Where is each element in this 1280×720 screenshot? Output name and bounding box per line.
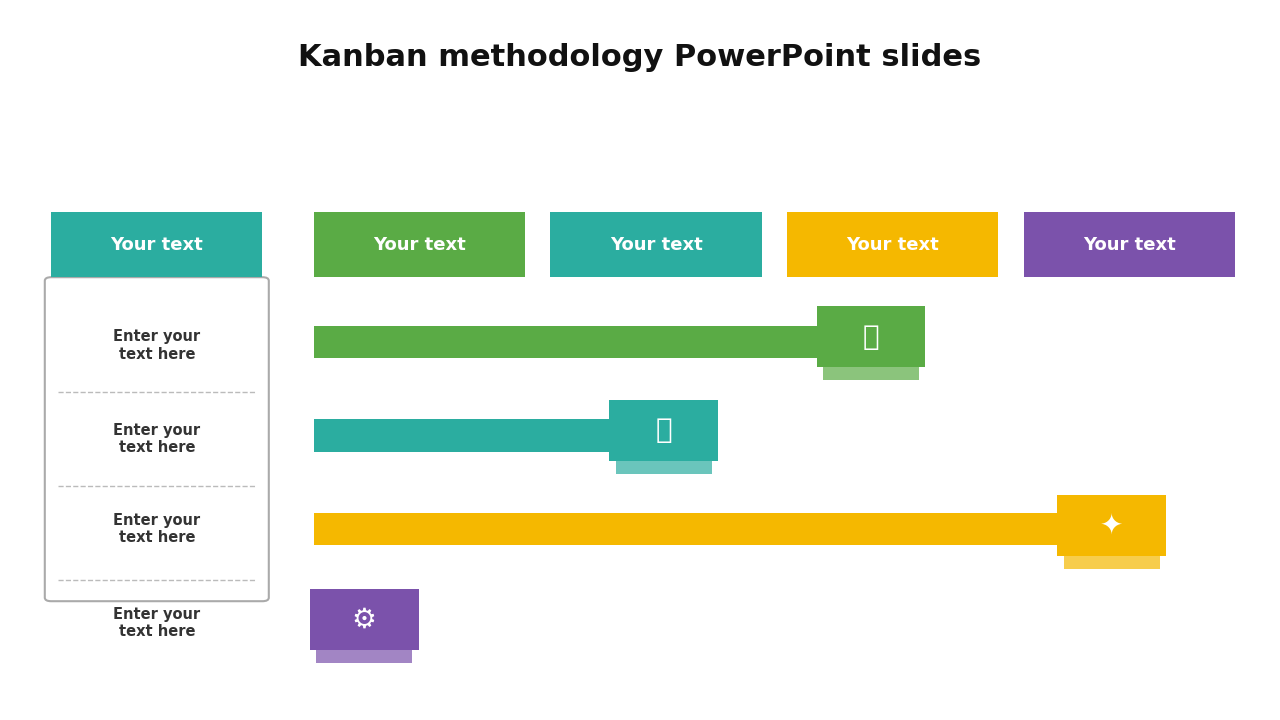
Text: ⚙: ⚙	[352, 606, 376, 634]
FancyBboxPatch shape	[316, 649, 412, 663]
FancyBboxPatch shape	[616, 459, 712, 474]
FancyBboxPatch shape	[310, 589, 419, 650]
Text: Your text: Your text	[110, 236, 204, 254]
FancyBboxPatch shape	[45, 277, 269, 601]
FancyBboxPatch shape	[550, 212, 762, 277]
FancyBboxPatch shape	[1064, 554, 1160, 569]
Text: Enter your
text here: Enter your text here	[113, 513, 201, 546]
Text: Enter your
text here: Enter your text here	[113, 423, 201, 456]
Text: Your text: Your text	[372, 236, 466, 254]
Text: Enter your
text here: Enter your text here	[113, 330, 201, 361]
Text: 💡: 💡	[863, 323, 879, 351]
FancyBboxPatch shape	[314, 606, 358, 639]
FancyBboxPatch shape	[314, 419, 646, 452]
Text: 🎯: 🎯	[655, 416, 672, 444]
Text: Your text: Your text	[1083, 236, 1176, 254]
Text: Your text: Your text	[846, 236, 940, 254]
Text: Kanban methodology PowerPoint slides: Kanban methodology PowerPoint slides	[298, 43, 982, 72]
FancyBboxPatch shape	[787, 212, 998, 277]
Text: Enter your
text here: Enter your text here	[113, 606, 201, 639]
Text: ✦: ✦	[1100, 511, 1124, 539]
FancyBboxPatch shape	[1057, 495, 1166, 556]
FancyBboxPatch shape	[51, 212, 262, 277]
FancyBboxPatch shape	[823, 366, 919, 380]
FancyBboxPatch shape	[609, 400, 718, 461]
FancyBboxPatch shape	[314, 325, 858, 358]
FancyBboxPatch shape	[314, 513, 1094, 546]
FancyBboxPatch shape	[817, 306, 925, 367]
FancyBboxPatch shape	[314, 212, 525, 277]
FancyBboxPatch shape	[1024, 212, 1235, 277]
Text: Your text: Your text	[609, 236, 703, 254]
